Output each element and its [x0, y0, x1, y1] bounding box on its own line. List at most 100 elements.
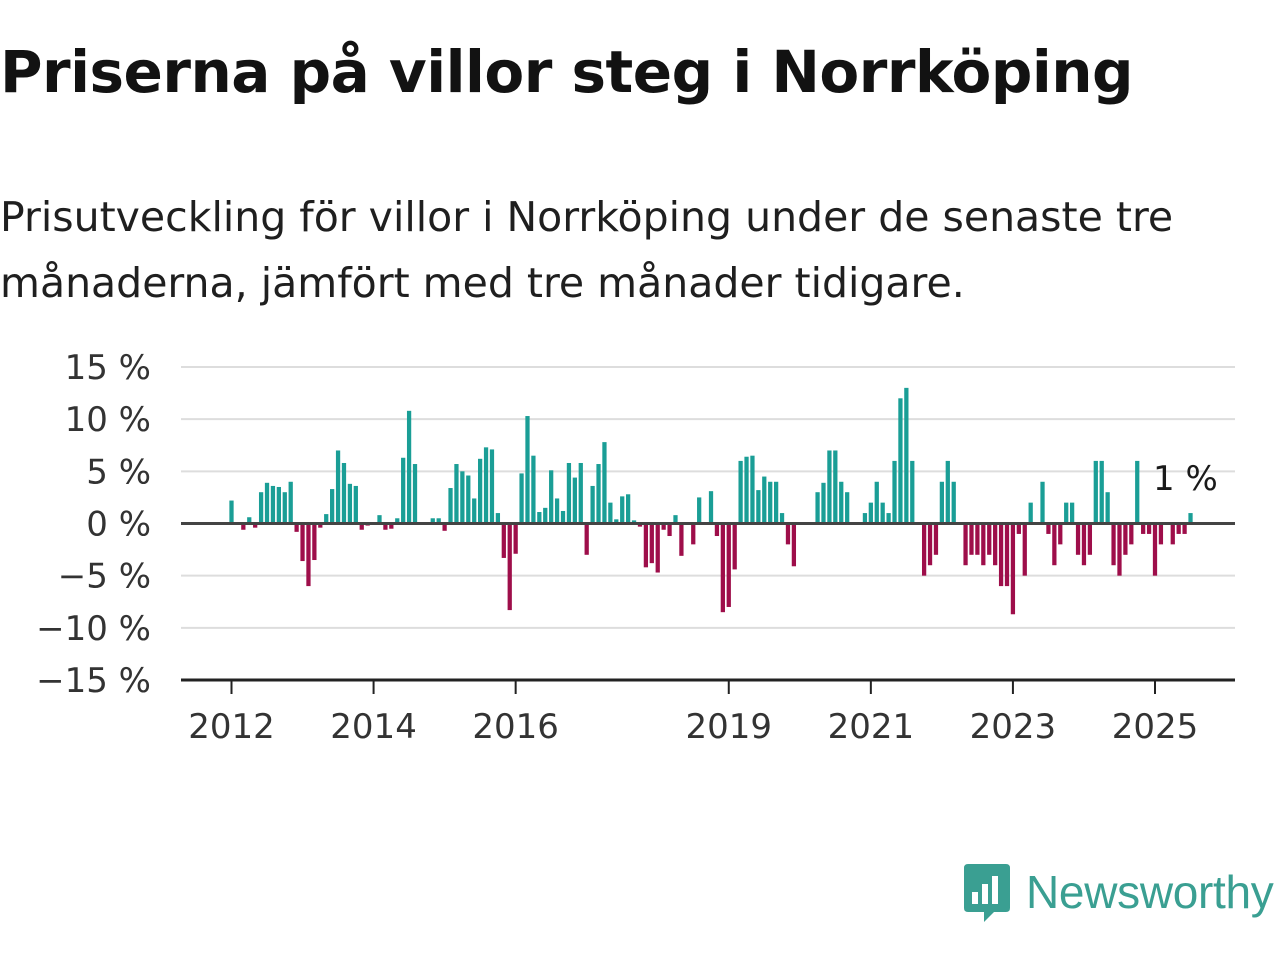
bar-negative: [513, 523, 518, 554]
bar-negative: [383, 523, 388, 530]
bar-negative: [1123, 523, 1128, 555]
bar-negative: [927, 523, 933, 566]
bar-positive: [626, 494, 631, 524]
bar-negative: [637, 523, 643, 527]
bar-negative: [649, 523, 654, 564]
bar-positive: [560, 510, 566, 524]
bar-positive: [833, 450, 838, 524]
page-subtitle: Prisutveckling för villor i Norrköping u…: [0, 193, 1174, 307]
bar-negative: [1129, 523, 1134, 545]
bar-positive: [483, 447, 489, 524]
y-tick-label: −10 %: [36, 609, 151, 649]
bar-positive: [620, 496, 625, 524]
x-tick-label: 2012: [188, 707, 275, 747]
bar-positive: [412, 464, 418, 524]
bar-negative: [791, 523, 797, 567]
bar-positive: [951, 481, 956, 524]
bar-positive: [697, 497, 702, 524]
bar-negative: [732, 523, 737, 570]
bar-negative: [643, 523, 649, 568]
price-change-bar-chart: 15 % 10 % 5 % 0 % −5 % −10 % −15 % 2012 2014 2016…: [36, 348, 1235, 747]
bar-negative: [312, 523, 317, 561]
bar-positive: [845, 492, 850, 524]
bar-positive: [750, 455, 755, 524]
brand-logo[interactable]: Newsworthy: [962, 862, 1274, 922]
bar-positive: [270, 485, 276, 524]
brand-name: Newsworthy: [1026, 866, 1274, 918]
bar-negative: [1087, 523, 1093, 555]
bar-negative: [1152, 523, 1158, 576]
bar-negative: [389, 523, 394, 529]
bar-positive: [744, 456, 749, 524]
bar-positive: [495, 513, 501, 524]
bar-positive: [1069, 502, 1075, 524]
bar-positive: [756, 490, 761, 524]
bar-positive: [868, 502, 873, 524]
bar-negative: [1010, 523, 1016, 615]
bar-negative: [933, 523, 939, 555]
bar-positive: [631, 520, 637, 524]
bar-positive: [537, 512, 542, 524]
bar-negative: [294, 523, 299, 532]
bar-negative: [442, 523, 447, 531]
bar-positive: [779, 513, 785, 524]
bar-positive: [401, 457, 406, 524]
bar-positive: [543, 507, 548, 524]
bar-positive: [406, 410, 412, 524]
bar-positive: [1028, 502, 1033, 524]
bar-positive: [472, 498, 477, 524]
y-tick-label: 10 %: [65, 400, 151, 440]
bar-positive: [762, 476, 767, 524]
bar-positive: [774, 481, 779, 524]
bar-positive: [247, 517, 252, 524]
x-tick-label: 2021: [828, 707, 915, 747]
bar-positive: [478, 458, 483, 524]
bar-positive: [578, 462, 583, 524]
bar-negative: [253, 523, 258, 528]
bar-positive: [377, 515, 382, 524]
bar-positive: [572, 477, 577, 524]
bar-positive: [1064, 502, 1069, 524]
bar-negative: [691, 523, 696, 545]
bar-negative: [1146, 523, 1152, 534]
bar-negative: [300, 523, 305, 562]
bar-positive: [324, 514, 329, 524]
bar-negative: [714, 523, 720, 537]
bar-negative: [975, 523, 980, 555]
bar-negative: [306, 523, 311, 587]
bar-negative: [667, 523, 672, 537]
y-tick-label: −5 %: [58, 557, 151, 597]
bar-positive: [608, 502, 613, 524]
bar-positive: [880, 502, 885, 524]
bar-positive: [1105, 492, 1110, 524]
page-title: Priserna på villor steg i Norrköping: [0, 38, 1134, 106]
bar-negative: [1117, 523, 1122, 576]
x-tick-label: 2019: [686, 707, 773, 747]
bar-positive: [886, 513, 891, 524]
bar-negative: [507, 523, 512, 611]
bar-positive: [347, 483, 353, 524]
y-tick-label: 5 %: [86, 452, 151, 492]
bar-positive: [466, 475, 471, 524]
bar-positive: [939, 481, 945, 524]
bar-negative: [998, 523, 1004, 587]
bar-negative: [655, 523, 660, 573]
y-tick-label: 15 %: [65, 348, 151, 388]
bar-negative: [726, 523, 731, 607]
bar-positive: [602, 442, 607, 524]
y-tick-label: −15 %: [36, 661, 151, 701]
bar-positive: [282, 492, 287, 524]
bar-positive: [862, 513, 868, 524]
bar-positive: [549, 470, 554, 524]
bar-positive: [892, 460, 897, 524]
bar-negative: [359, 523, 364, 530]
bar-negative: [963, 523, 968, 566]
bar-positive: [815, 492, 820, 524]
bar-negative: [501, 523, 506, 558]
last-value-label: 1 %: [1153, 459, 1218, 499]
bar-positive: [489, 449, 495, 524]
bar-positive: [768, 481, 773, 524]
bar-positive: [258, 492, 264, 524]
bar-negative: [1004, 523, 1010, 587]
bar-positive: [898, 398, 903, 524]
